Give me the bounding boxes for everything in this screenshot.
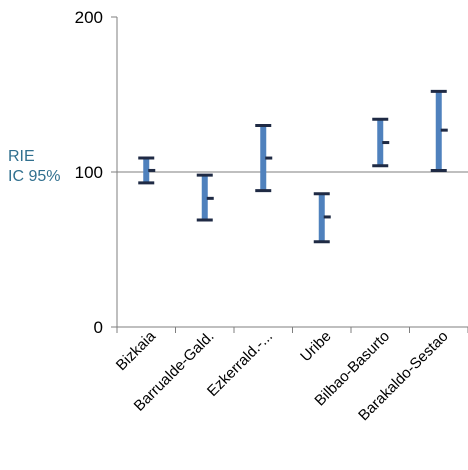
x-tick-label: Uribe xyxy=(297,328,334,365)
error-bars xyxy=(138,89,448,244)
y-tick-label: 200 xyxy=(75,8,103,27)
y-tick-label: 0 xyxy=(94,318,103,337)
x-tick-label: Bizkaia xyxy=(113,327,160,374)
y-axis-label-line-2: IC 95% xyxy=(8,168,61,185)
y-tick-marks xyxy=(111,16,117,328)
y-tick-label: 100 xyxy=(75,163,103,182)
y-tick-labels: 0 100 200 xyxy=(75,8,103,337)
y-axis-label-line-1: RIE xyxy=(8,148,35,165)
axes xyxy=(116,17,468,328)
x-tick-marks xyxy=(116,327,468,333)
y-axis-label: RIE IC 95% xyxy=(8,147,60,187)
